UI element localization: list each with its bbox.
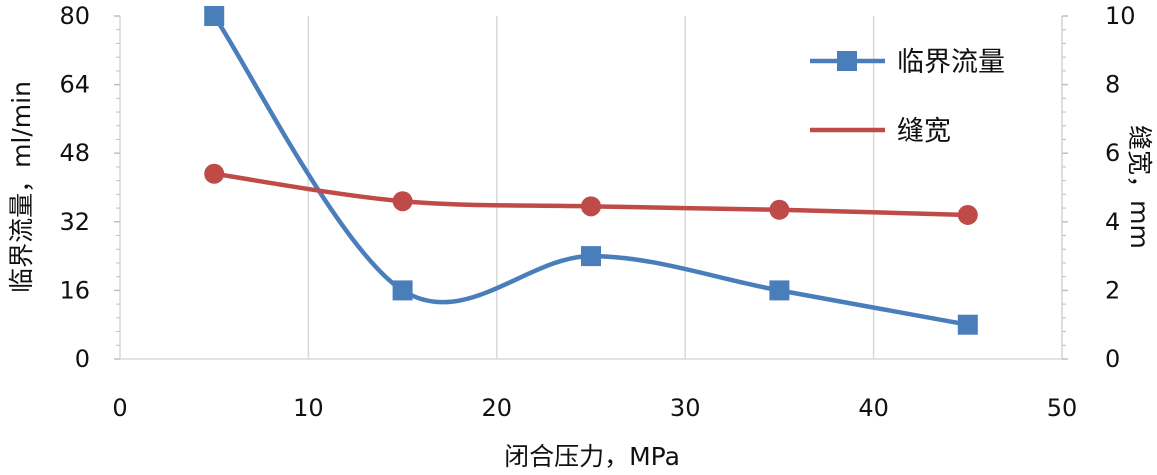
series-layer xyxy=(204,6,978,335)
series-2-point xyxy=(204,163,225,184)
y-tick-label-right: 6 xyxy=(1105,139,1120,167)
y-axis-right-title: 缝宽，mm xyxy=(1125,125,1154,249)
series-1-point xyxy=(392,280,413,301)
y-tick-label-right: 0 xyxy=(1105,345,1120,373)
x-tick-label: 0 xyxy=(112,394,127,422)
x-tick-label: 50 xyxy=(1047,394,1078,422)
y-tick-label-left: 16 xyxy=(59,276,90,304)
legend-label-2: 缝宽 xyxy=(897,116,951,147)
y-tick-label-right: 8 xyxy=(1105,71,1120,99)
y-tick-label-right: 4 xyxy=(1105,208,1120,236)
x-tick-label: 20 xyxy=(482,394,513,422)
series-1-point xyxy=(957,314,978,335)
axes: 0 10 20 30 40 50 0 16 32 48 64 80 0 2 4 6 8 10 xyxy=(59,2,1135,422)
series-2-point xyxy=(957,204,978,225)
y-tick-label-left: 48 xyxy=(59,139,90,167)
legend-label-1: 临界流量 xyxy=(897,47,1005,78)
series-1-line xyxy=(211,13,971,327)
y-tick-label-left: 32 xyxy=(59,208,90,236)
series-2-point xyxy=(581,196,601,217)
y-tick-label-left: 0 xyxy=(75,345,90,373)
legend-marker-1 xyxy=(837,51,857,71)
y-tick-label-right: 2 xyxy=(1105,276,1120,304)
x-tick-label: 30 xyxy=(670,394,701,422)
series-2-point xyxy=(769,199,790,220)
x-axis-title: 闭合压力，MPa xyxy=(504,442,680,471)
series-1-point xyxy=(769,280,790,301)
x-tick-label: 10 xyxy=(293,394,324,422)
y-tick-label-left: 64 xyxy=(59,71,90,99)
y-tick-label-right: 10 xyxy=(1105,2,1136,30)
y-tick-label-left: 80 xyxy=(59,2,90,30)
y-axis-left-title: 临界流量，ml/min xyxy=(7,81,36,293)
series-2-point xyxy=(392,191,413,212)
x-tick-label: 40 xyxy=(858,394,889,422)
series-1-point xyxy=(581,246,601,267)
series-1-point xyxy=(204,6,225,26)
